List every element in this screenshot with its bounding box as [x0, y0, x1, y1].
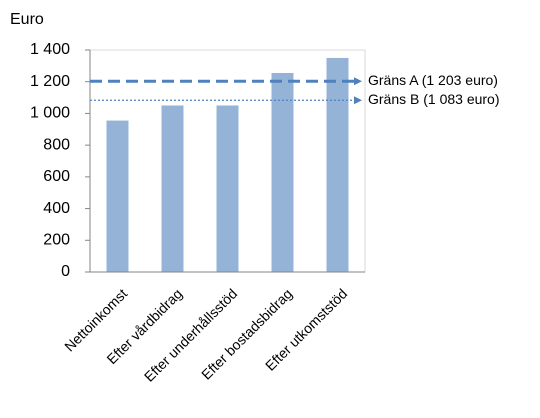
bar: [326, 57, 349, 272]
reference-label: Gräns A (1 203 euro): [368, 72, 498, 88]
y-tick-label: 1 000: [30, 105, 70, 122]
reference-label: Gräns B (1 083 euro): [368, 91, 500, 107]
y-tick-label: 400: [43, 200, 70, 217]
y-tick-label: 800: [43, 136, 70, 153]
bar: [216, 105, 239, 272]
x-tick-label: Efter bostadsbidrag: [198, 285, 295, 382]
y-tick-label: 1 400: [30, 41, 70, 58]
y-axis-title: Euro: [10, 11, 44, 28]
bar: [271, 72, 294, 272]
y-tick-label: 1 200: [30, 73, 70, 90]
x-tick-label: Efter underhållsstöd: [141, 285, 240, 384]
y-tick-label: 200: [43, 232, 70, 249]
y-tick-label: 0: [61, 263, 70, 280]
bar: [161, 105, 184, 272]
y-tick-label: 600: [43, 168, 70, 185]
bar: [106, 120, 129, 272]
